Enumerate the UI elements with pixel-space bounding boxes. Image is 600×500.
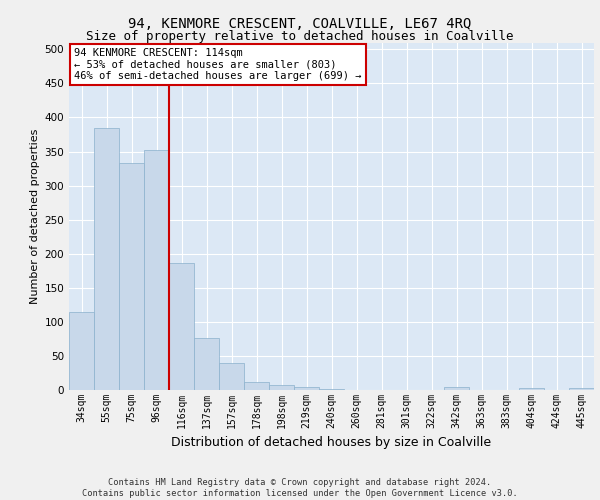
Bar xyxy=(194,338,219,390)
Text: Size of property relative to detached houses in Coalville: Size of property relative to detached ho… xyxy=(86,30,514,43)
Bar xyxy=(444,388,469,390)
Bar xyxy=(94,128,119,390)
Bar xyxy=(244,382,269,390)
X-axis label: Distribution of detached houses by size in Coalville: Distribution of detached houses by size … xyxy=(172,436,491,450)
Bar xyxy=(269,385,294,390)
Bar xyxy=(519,388,544,390)
Bar xyxy=(569,388,594,390)
Text: 94 KENMORE CRESCENT: 114sqm
← 53% of detached houses are smaller (803)
46% of se: 94 KENMORE CRESCENT: 114sqm ← 53% of det… xyxy=(74,48,362,81)
Bar xyxy=(69,312,94,390)
Bar xyxy=(169,262,194,390)
Bar xyxy=(144,150,169,390)
Text: Contains HM Land Registry data © Crown copyright and database right 2024.
Contai: Contains HM Land Registry data © Crown c… xyxy=(82,478,518,498)
Bar xyxy=(119,163,144,390)
Bar xyxy=(319,388,344,390)
Bar xyxy=(219,364,244,390)
Y-axis label: Number of detached properties: Number of detached properties xyxy=(30,128,40,304)
Text: 94, KENMORE CRESCENT, COALVILLE, LE67 4RQ: 94, KENMORE CRESCENT, COALVILLE, LE67 4R… xyxy=(128,18,472,32)
Bar xyxy=(294,386,319,390)
